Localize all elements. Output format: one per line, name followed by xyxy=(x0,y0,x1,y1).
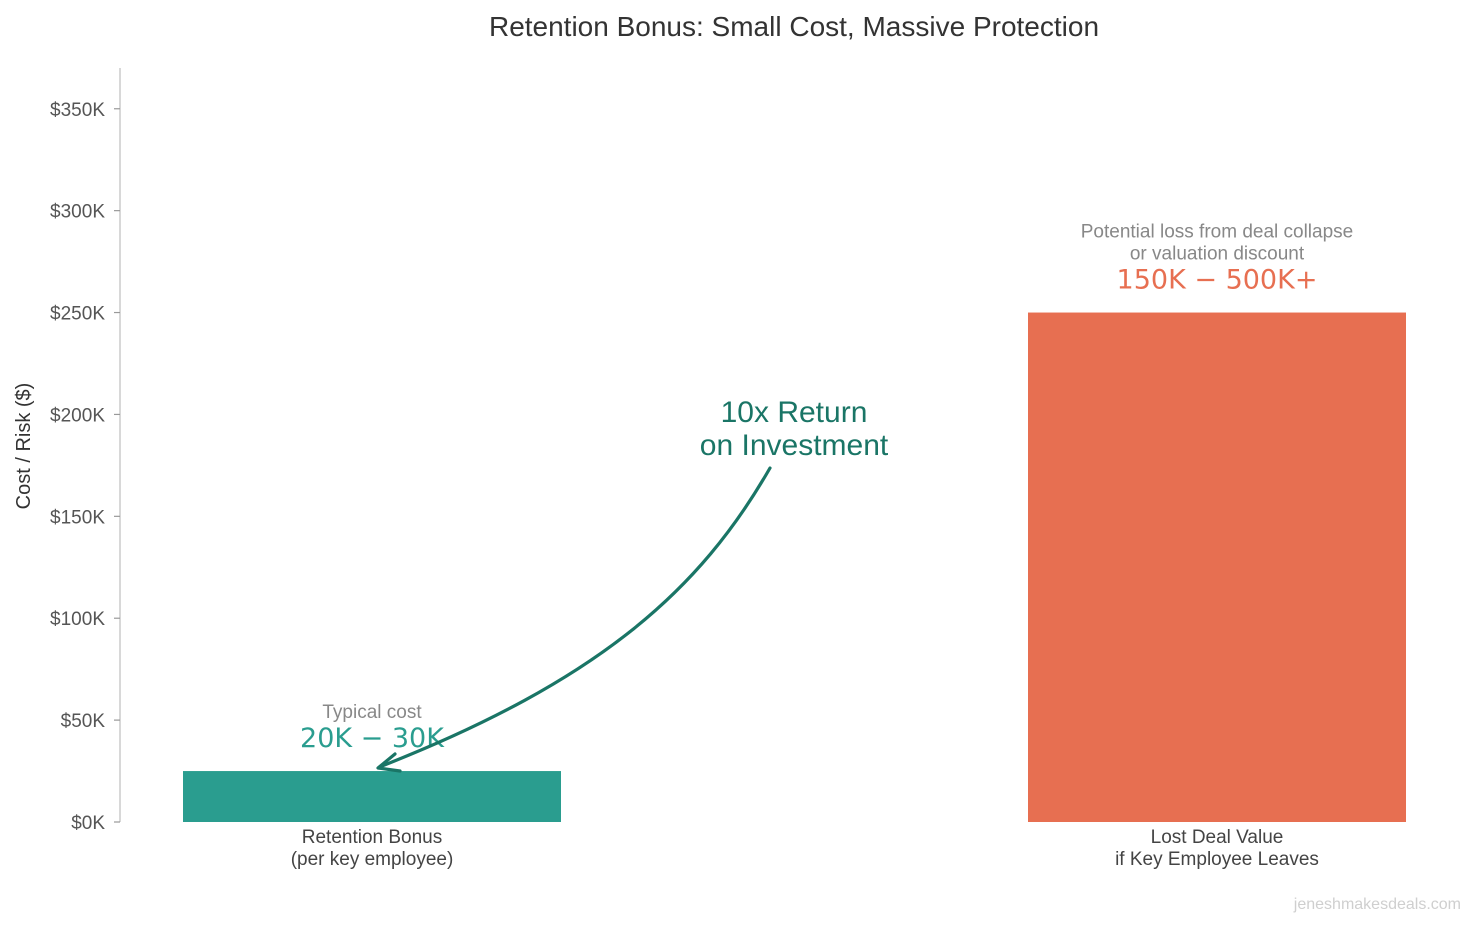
y-tick-label: $300K xyxy=(50,202,105,223)
y-tick-label: $250K xyxy=(50,304,105,325)
bar-note: Potential loss from deal collapse xyxy=(1081,222,1353,243)
y-tick-label: $0K xyxy=(71,813,105,834)
watermark: jeneshmakesdeals.com xyxy=(1293,896,1461,913)
x-tick-label: Retention Bonus xyxy=(302,827,443,848)
x-ticks: Retention Bonus(per key employee) Lost De… xyxy=(291,827,1319,870)
bar xyxy=(1028,312,1406,822)
bar-note: Typical cost xyxy=(322,702,422,723)
y-tick-label: $50K xyxy=(61,711,106,732)
roi-label: on Investment xyxy=(700,429,889,462)
y-axis-label: Cost / Risk ($) xyxy=(13,383,35,510)
roi-arrow-head xyxy=(376,752,402,773)
y-tick-label: $350K xyxy=(50,100,105,121)
chart-title: Retention Bonus: Small Cost, Massive Pro… xyxy=(489,11,1099,42)
x-tick-label: if Key Employee Leaves xyxy=(1115,849,1319,870)
bar-note: or valuation discount xyxy=(1130,244,1305,265)
x-tick-label: Lost Deal Value xyxy=(1151,827,1284,848)
roi-label: 10x Return xyxy=(721,396,868,429)
y-tick-label: $150K xyxy=(50,507,105,528)
y-ticks: $0K $50K $100K $150K $200K $250K $300K $350K xyxy=(50,100,120,834)
bars xyxy=(183,312,1406,822)
x-tick-label: (per key employee) xyxy=(291,849,454,870)
bar xyxy=(183,771,561,822)
bar-value-label: 150K − 500K+ xyxy=(1117,265,1318,296)
y-tick-label: $100K xyxy=(50,609,105,630)
y-tick-label: $200K xyxy=(50,405,105,426)
roi-arrow-curve xyxy=(380,466,772,768)
